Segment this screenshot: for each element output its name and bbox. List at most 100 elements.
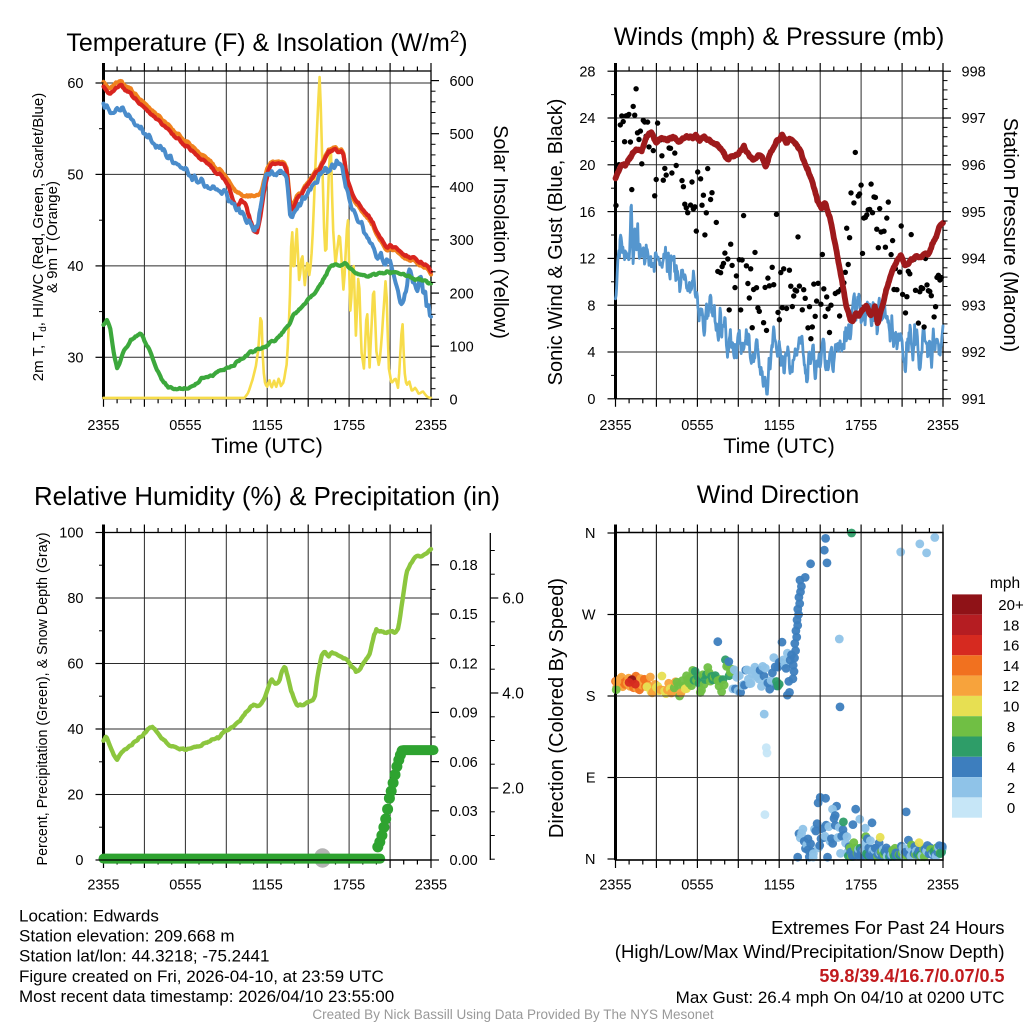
- svg-text:991: 991: [962, 392, 986, 408]
- svg-text:100: 100: [59, 526, 83, 542]
- svg-text:Figure created on Fri, 2026-04: Figure created on Fri, 2026-04-10, at 23…: [19, 967, 384, 986]
- svg-text:1155: 1155: [252, 878, 283, 894]
- svg-text:0555: 0555: [681, 878, 713, 894]
- svg-text:2.0: 2.0: [502, 780, 524, 797]
- svg-text:0.12: 0.12: [450, 656, 478, 672]
- svg-text:0.15: 0.15: [450, 607, 478, 623]
- svg-text:16: 16: [579, 205, 595, 221]
- svg-text:40: 40: [67, 722, 83, 738]
- svg-text:0: 0: [450, 393, 458, 409]
- svg-text:60: 60: [67, 76, 83, 92]
- svg-text:16: 16: [1003, 638, 1020, 655]
- svg-text:2355: 2355: [415, 878, 447, 894]
- svg-text:Most recent data timestamp: 20: Most recent data timestamp: 2026/04/10 2…: [19, 987, 394, 1006]
- svg-text:0.06: 0.06: [450, 755, 478, 771]
- svg-text:Percent, Precipitation (Green): Percent, Precipitation (Green), & Snow D…: [35, 533, 51, 866]
- svg-text:4: 4: [587, 345, 595, 361]
- svg-text:Time (UTC): Time (UTC): [211, 434, 322, 458]
- svg-text:500: 500: [450, 127, 474, 143]
- svg-text:0: 0: [1007, 800, 1015, 817]
- svg-text:N: N: [585, 526, 595, 542]
- svg-text:0: 0: [587, 392, 595, 408]
- svg-text:2355: 2355: [599, 418, 631, 434]
- svg-text:12: 12: [579, 252, 595, 268]
- svg-text:S: S: [586, 689, 596, 705]
- svg-text:1755: 1755: [845, 418, 877, 434]
- svg-text:Station Pressure (Maroon): Station Pressure (Maroon): [999, 118, 1021, 353]
- svg-text:4: 4: [1007, 759, 1015, 776]
- svg-text:8: 8: [1007, 719, 1015, 736]
- svg-text:996: 996: [962, 158, 986, 174]
- svg-text:8: 8: [587, 298, 595, 314]
- svg-text:995: 995: [962, 205, 986, 221]
- svg-text:50: 50: [67, 168, 83, 184]
- svg-text:400: 400: [450, 180, 474, 196]
- svg-text:12: 12: [1003, 678, 1020, 695]
- svg-text:(High/Low/Max Wind/Precipitati: (High/Low/Max Wind/Precipitation/Snow De…: [615, 941, 1005, 962]
- svg-text:28: 28: [579, 64, 595, 80]
- svg-text:Wind Direction: Wind Direction: [697, 481, 860, 509]
- svg-text:40: 40: [67, 259, 83, 275]
- svg-text:Relative Humidity (%) & Precip: Relative Humidity (%) & Precipitation (i…: [34, 483, 500, 511]
- svg-text:Direction (Colored By Speed): Direction (Colored By Speed): [546, 578, 568, 838]
- svg-text:1155: 1155: [252, 418, 283, 434]
- svg-text:1755: 1755: [845, 878, 877, 894]
- svg-text:1755: 1755: [333, 418, 365, 434]
- svg-text:2355: 2355: [87, 418, 119, 434]
- svg-text:300: 300: [450, 233, 474, 249]
- svg-text:2355: 2355: [927, 418, 959, 434]
- svg-text:1155: 1155: [764, 878, 795, 894]
- svg-text:Station elevation: 209.668 m: Station elevation: 209.668 m: [19, 927, 234, 946]
- svg-text:Solar Insolation (Yellow): Solar Insolation (Yellow): [489, 125, 511, 339]
- svg-text:mph: mph: [990, 575, 1020, 592]
- svg-text:& 9m T (Orange): & 9m T (Orange): [44, 181, 61, 293]
- svg-text:1755: 1755: [333, 878, 365, 894]
- svg-text:0555: 0555: [169, 418, 201, 434]
- svg-text:Sonic Wind & Gust (Blue, Black: Sonic Wind & Gust (Blue, Black): [545, 99, 567, 386]
- svg-text:992: 992: [962, 345, 986, 361]
- svg-text:0555: 0555: [169, 878, 201, 894]
- svg-text:20: 20: [579, 158, 595, 174]
- svg-text:80: 80: [67, 591, 83, 607]
- svg-text:Location: Edwards: Location: Edwards: [19, 907, 159, 926]
- svg-text:0: 0: [75, 853, 83, 869]
- svg-text:20+: 20+: [998, 597, 1024, 614]
- svg-text:2355: 2355: [599, 878, 631, 894]
- svg-text:0555: 0555: [681, 418, 713, 434]
- svg-text:60: 60: [67, 657, 83, 673]
- svg-text:993: 993: [962, 298, 986, 314]
- svg-text:Time (UTC): Time (UTC): [723, 434, 834, 458]
- svg-text:997: 997: [962, 111, 986, 127]
- svg-text:18: 18: [1003, 617, 1020, 634]
- svg-text:20: 20: [67, 788, 83, 804]
- svg-text:6.0: 6.0: [502, 590, 524, 607]
- svg-text:30: 30: [67, 351, 83, 367]
- svg-text:Created By Nick Bassill Using: Created By Nick Bassill Using Data Provi…: [312, 1007, 713, 1022]
- svg-text:59.8/39.4/16.7/0.07/0.5: 59.8/39.4/16.7/0.07/0.5: [819, 966, 1004, 986]
- svg-text:Station lat/lon: 44.3218; -75.: Station lat/lon: 44.3218; -75.2441: [19, 947, 269, 966]
- svg-text:N: N: [585, 852, 595, 868]
- svg-text:Temperature (F) & Insolation (: Temperature (F) & Insolation (W/m2): [66, 27, 467, 57]
- svg-text:1155: 1155: [764, 418, 795, 434]
- svg-text:4.0: 4.0: [502, 685, 524, 702]
- svg-text:998: 998: [962, 64, 986, 80]
- svg-text:994: 994: [962, 252, 986, 268]
- svg-text:0.00: 0.00: [450, 853, 478, 869]
- svg-text:Max Gust: 26.4 mph On 04/10 at: Max Gust: 26.4 mph On 04/10 at 0200 UTC: [676, 988, 1005, 1007]
- svg-text:100: 100: [450, 339, 474, 355]
- svg-text:2355: 2355: [87, 878, 119, 894]
- svg-text:2355: 2355: [927, 878, 959, 894]
- svg-text:Extremes For Past 24 Hours: Extremes For Past 24 Hours: [771, 917, 1004, 938]
- svg-text:14: 14: [1003, 658, 1020, 675]
- svg-text:2: 2: [1007, 780, 1015, 797]
- svg-text:6: 6: [1007, 739, 1015, 756]
- svg-text:0.18: 0.18: [450, 558, 478, 574]
- svg-text:10: 10: [1003, 699, 1020, 716]
- svg-text:600: 600: [450, 74, 474, 90]
- svg-text:E: E: [586, 771, 596, 787]
- svg-text:2m T, Td, HI/WC (Red, Green, S: 2m T, Td, HI/WC (Red, Green, Scarlet/Blu…: [30, 93, 49, 381]
- svg-text:0.03: 0.03: [450, 804, 478, 820]
- svg-text:200: 200: [450, 286, 474, 302]
- svg-text:0.09: 0.09: [450, 706, 478, 722]
- svg-text:24: 24: [579, 111, 595, 127]
